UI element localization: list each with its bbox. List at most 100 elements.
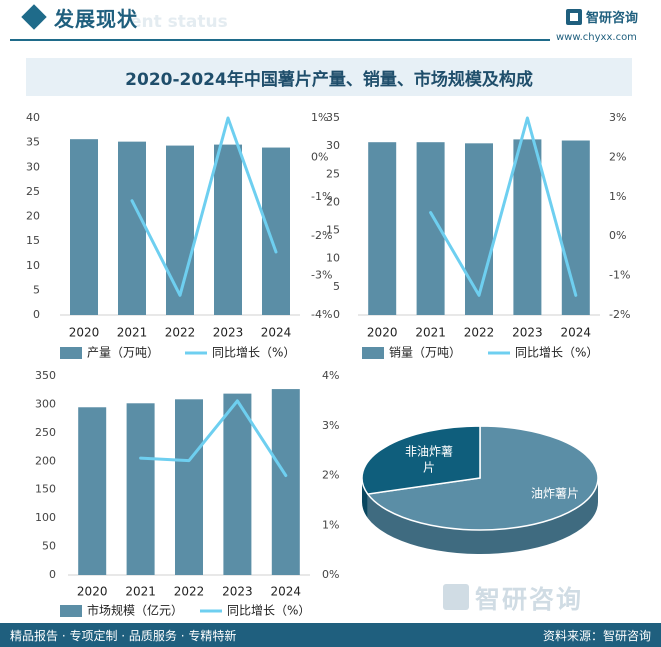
legend-line-label: 同比增长（%）	[227, 604, 310, 618]
bar	[126, 403, 155, 575]
y-left-tick-label: 100	[35, 511, 56, 524]
bar	[223, 393, 252, 575]
y-left-tick-label: 350	[35, 369, 56, 382]
bar	[78, 407, 107, 575]
x-tick-label: 2024	[271, 585, 302, 599]
y-right-tick-label: 2%	[322, 469, 339, 482]
y-left-tick-label: 40	[26, 111, 40, 124]
pie-slice	[361, 425, 481, 495]
main-title-band: 2020-2024年中国薯片产量、销量、市场规模及构成	[26, 58, 632, 96]
header-divider	[10, 39, 550, 41]
y-left-tick-label: 30	[26, 160, 40, 173]
x-tick-label: 2021	[125, 585, 156, 599]
y-left-tick-label: 250	[35, 426, 56, 439]
footer-bar: 精品报告 · 专项定制 · 品质服务 · 专精特新 资料来源：智研咨询	[0, 623, 661, 647]
y-right-tick-label: 1%	[609, 190, 626, 203]
y-right-tick-label: 0%	[322, 568, 339, 581]
x-tick-label: 2022	[464, 326, 495, 340]
y-left-tick-label: 5	[33, 283, 40, 296]
y-left-tick-label: 200	[35, 454, 56, 467]
y-left-tick-label: 30	[326, 139, 340, 152]
bar	[70, 139, 98, 315]
brand-logo-icon	[566, 9, 582, 25]
pie-slice	[366, 425, 599, 531]
y-left-tick-label: 15	[326, 224, 340, 237]
bar	[465, 143, 493, 315]
x-tick-label: 2020	[367, 326, 398, 340]
y-left-tick-label: 0	[33, 308, 40, 321]
y-right-tick-label: 4%	[322, 369, 339, 382]
y-left-tick-label: 15	[26, 234, 40, 247]
legend-bar-swatch	[60, 605, 82, 617]
y-left-tick-label: 5	[333, 280, 340, 293]
watermark-logo-icon	[443, 584, 469, 610]
x-tick-label: 2020	[69, 326, 100, 340]
bar	[214, 144, 242, 315]
x-tick-label: 2022	[174, 585, 205, 599]
bar	[513, 139, 542, 315]
x-tick-label: 2020	[77, 585, 108, 599]
y-right-tick-label: 0%	[311, 150, 328, 163]
watermark: 智研咨询	[475, 585, 584, 614]
y-left-tick-label: 35	[26, 136, 40, 149]
header-subtitle: ent status	[130, 12, 228, 32]
legend-bar-label: 市场规模（亿元）	[87, 603, 183, 618]
bar	[561, 140, 590, 315]
bar	[368, 142, 397, 315]
x-tick-label: 2024	[561, 326, 592, 340]
legend-bar-label: 产量（万吨）	[87, 346, 159, 360]
y-left-tick-label: 10	[326, 252, 340, 265]
y-left-tick-label: 300	[35, 397, 56, 410]
x-tick-label: 2021	[415, 326, 446, 340]
pie-label: 油炸薯片	[531, 487, 579, 501]
legend-bar-label: 销量（万吨）	[389, 346, 461, 360]
y-right-tick-label: 1%	[322, 518, 339, 531]
legend-line-label: 同比增长（%）	[212, 346, 295, 360]
y-left-tick-label: 20	[26, 210, 40, 223]
legend-line-label: 同比增长（%）	[515, 346, 598, 360]
footer-slogan: 精品报告 · 专项定制 · 品质服务 · 专精特新	[10, 629, 237, 643]
legend-bar-swatch	[60, 347, 82, 359]
x-tick-label: 2022	[165, 326, 196, 340]
y-right-tick-label: -2%	[609, 308, 630, 321]
footer-source: 资料来源：智研咨询	[542, 629, 651, 643]
y-left-tick-label: 25	[326, 167, 340, 180]
header-title: 发展现状	[54, 7, 138, 31]
main-title: 2020-2024年中国薯片产量、销量、市场规模及构成	[125, 69, 533, 90]
pie-side-main	[367, 478, 598, 555]
y-left-tick-label: 0	[333, 308, 340, 321]
bar	[262, 147, 290, 315]
y-left-tick-label: 150	[35, 483, 56, 496]
brand-name: 智研咨询	[586, 11, 639, 26]
x-tick-label: 2023	[222, 585, 253, 599]
x-tick-label: 2023	[213, 326, 244, 340]
y-right-tick-label: -4%	[311, 308, 332, 321]
y-right-tick-label: 3%	[322, 419, 339, 432]
pie-label: 非油炸薯	[405, 445, 453, 459]
y-left-tick-label: 35	[326, 111, 340, 124]
growth-line	[130, 116, 278, 297]
y-right-tick-label: 2%	[609, 150, 626, 163]
y-right-tick-label: 3%	[609, 111, 626, 124]
y-right-tick-label: 0%	[609, 229, 626, 242]
legend-bar-swatch	[362, 347, 384, 359]
y-left-tick-label: 0	[49, 568, 56, 581]
y-right-tick-label: -1%	[609, 269, 630, 282]
y-right-tick-label: -2%	[311, 229, 332, 242]
brand-url: www.chyxx.com	[556, 32, 637, 43]
bar	[166, 145, 194, 315]
y-left-tick-label: 25	[26, 185, 40, 198]
y-left-tick-label: 10	[26, 259, 40, 272]
y-left-tick-label: 20	[326, 195, 340, 208]
growth-line	[429, 116, 578, 297]
y-right-tick-label: -3%	[311, 269, 332, 282]
pie-label: 片	[423, 461, 435, 475]
x-tick-label: 2023	[512, 326, 543, 340]
bar	[175, 399, 203, 575]
y-right-tick-label: 1%	[311, 111, 328, 124]
y-right-tick-label: -1%	[311, 190, 332, 203]
bar	[118, 141, 146, 315]
growth-line	[139, 399, 288, 477]
bar	[271, 389, 300, 575]
